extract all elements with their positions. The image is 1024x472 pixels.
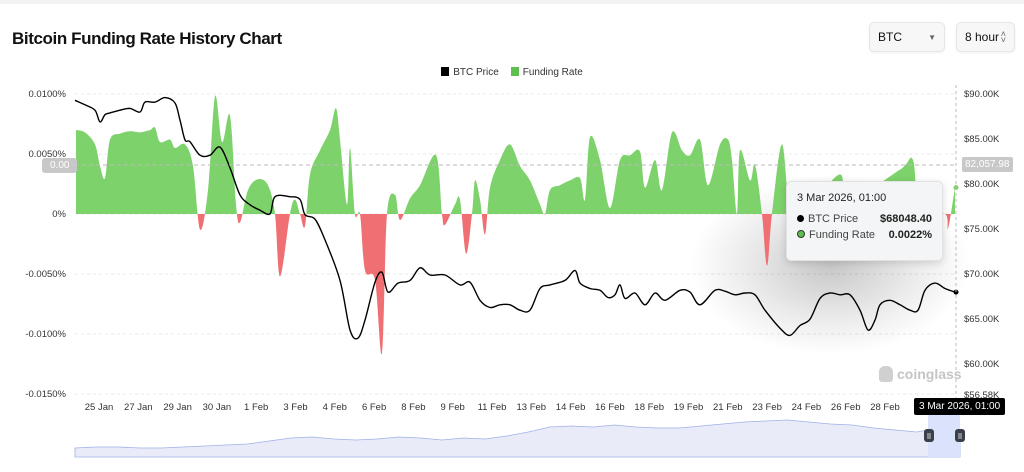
- x-axis-tick: 11 Feb: [478, 402, 507, 413]
- right-axis-tick: $60.00K: [964, 359, 1000, 370]
- x-axis-tick: 6 Feb: [362, 402, 386, 413]
- left-axis-tick: -0.0150%: [25, 389, 66, 400]
- right-axis-tick: $90.00K: [964, 89, 1000, 100]
- interval-select-value: 8 hour: [965, 30, 1000, 44]
- btc-price-line: [74, 96, 956, 340]
- navigator-series: [74, 419, 961, 458]
- crosshair-rate-label: 0.00: [42, 158, 78, 173]
- crosshair-price-label: 82,057.98: [962, 157, 1013, 172]
- chart-tooltip: 3 Mar 2026, 01:00 BTC Price $68048.40 Fu…: [786, 181, 943, 261]
- x-axis-tick: 19 Feb: [674, 402, 704, 413]
- interval-select[interactable]: 8 hour ˄ ˅: [956, 22, 1015, 52]
- x-axis-tick: 14 Feb: [556, 402, 586, 413]
- funding-rate-positive-area: [76, 95, 955, 214]
- tooltip-row-funding: Funding Rate 0.0022%: [797, 229, 932, 241]
- funding-dot-icon: [797, 230, 805, 238]
- legend-item-funding[interactable]: Funding Rate: [510, 67, 583, 78]
- watermark: coinglass: [879, 366, 962, 382]
- x-axis-tick: 18 Feb: [634, 402, 664, 413]
- x-axis-tick: 29 Jan: [163, 402, 192, 413]
- x-axis-tick: 9 Feb: [441, 402, 465, 413]
- coinglass-logo-icon: [879, 366, 893, 382]
- left-axis-tick: 0%: [52, 209, 66, 220]
- x-axis-tick: 28 Feb: [870, 402, 900, 413]
- navigator-left-handle[interactable]: [924, 429, 934, 442]
- coin-select[interactable]: BTC ▼: [869, 22, 945, 52]
- x-axis-tick: 23 Feb: [752, 402, 782, 413]
- tooltip-label: BTC Price: [808, 213, 859, 225]
- x-axis-tick: 30 Jan: [203, 402, 232, 413]
- left-axis-tick: 0.0050%: [28, 149, 66, 160]
- x-axis-tick: 25 Jan: [85, 402, 114, 413]
- page-title: Bitcoin Funding Rate History Chart: [12, 29, 282, 48]
- up-down-chevron-icon: ˄ ˅: [1000, 29, 1006, 45]
- tooltip-label: Funding Rate: [809, 229, 876, 241]
- left-axis-tick: -0.0100%: [25, 329, 66, 340]
- right-axis-tick: $70.00K: [964, 269, 1000, 280]
- legend-item-price[interactable]: BTC Price: [441, 67, 499, 78]
- legend-swatch-price: [441, 67, 450, 76]
- navigator-right-handle[interactable]: [955, 429, 965, 442]
- tooltip-title: 3 Mar 2026, 01:00: [797, 192, 887, 204]
- right-axis-tick: $75.00K: [964, 224, 1000, 235]
- x-axis-tick: 21 Feb: [713, 402, 743, 413]
- legend-swatch-funding: [510, 67, 519, 76]
- legend-label-price: BTC Price: [453, 67, 499, 78]
- left-axis-tick: -0.0050%: [25, 269, 66, 280]
- x-axis-tick: 24 Feb: [792, 402, 822, 413]
- price-hover-marker: [953, 289, 959, 295]
- tooltip-row-price: BTC Price $68048.40: [797, 213, 932, 225]
- x-axis-tick: 13 Feb: [517, 402, 547, 413]
- x-axis-tick: 4 Feb: [323, 402, 347, 413]
- tooltip-value: $68048.40: [880, 213, 932, 225]
- right-axis-tick: $80.00K: [964, 179, 1000, 190]
- x-axis-tick: 1 Feb: [244, 402, 268, 413]
- right-axis-tick: $56.58K: [964, 390, 1000, 401]
- right-axis-tick: $85.00K: [964, 134, 1000, 145]
- x-axis-tick: 16 Feb: [595, 402, 625, 413]
- x-axis-tick: 8 Feb: [401, 402, 425, 413]
- watermark-text: coinglass: [897, 366, 962, 382]
- legend-label-funding: Funding Rate: [522, 67, 583, 78]
- x-axis-tick: 3 Feb: [283, 402, 307, 413]
- right-axis-tick: $65.00K: [964, 314, 1000, 325]
- top-border: [0, 0, 1024, 4]
- chart-legend: BTC Price Funding Rate: [0, 67, 1024, 78]
- coin-select-value: BTC: [878, 30, 902, 44]
- crosshair-x-label: 3 Mar 2026, 01:00: [914, 398, 1006, 415]
- x-axis-tick: 26 Feb: [831, 402, 861, 413]
- caret-down-icon: ▼: [928, 32, 936, 42]
- price-dot-icon: [797, 215, 804, 222]
- tooltip-value: 0.0022%: [888, 229, 932, 241]
- x-axis-tick: 27 Jan: [124, 402, 153, 413]
- left-axis-tick: 0.0100%: [28, 89, 66, 100]
